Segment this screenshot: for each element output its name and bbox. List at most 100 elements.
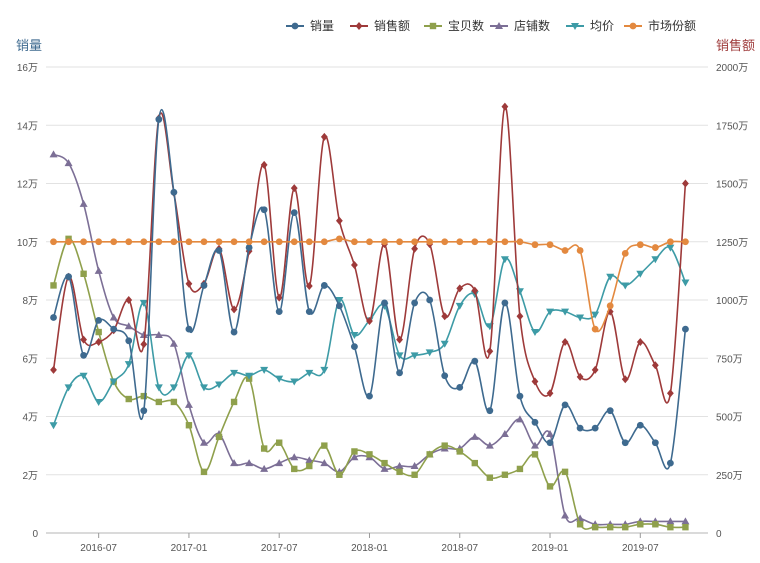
left-tick-label: 2万 (22, 471, 38, 482)
data-point (666, 238, 674, 246)
data-point (515, 415, 524, 423)
data-point (607, 523, 614, 531)
data-point (561, 511, 570, 519)
data-point (606, 407, 614, 415)
data-point (561, 401, 569, 409)
data-point (275, 308, 283, 316)
data-point (516, 312, 524, 321)
data-point (95, 337, 103, 346)
data-point (666, 517, 675, 525)
data-point (681, 279, 690, 287)
data-point (486, 474, 494, 481)
legend-item[interactable]: 均价 (566, 19, 614, 33)
data-point (561, 468, 569, 476)
legend-item[interactable]: 店铺数 (490, 18, 550, 33)
data-point (531, 377, 539, 386)
data-point (501, 102, 509, 111)
data-point (154, 330, 163, 338)
legend-item[interactable]: 销售额 (350, 18, 410, 33)
data-point (411, 244, 419, 253)
data-point (321, 442, 328, 449)
data-point (199, 438, 208, 446)
data-point (230, 305, 238, 314)
data-point (140, 340, 148, 349)
right-tick-label: 0 (716, 529, 722, 540)
data-point (170, 188, 178, 196)
data-point (531, 241, 539, 249)
data-point (561, 308, 570, 316)
legend-label: 销售额 (374, 18, 410, 33)
data-point (652, 521, 659, 528)
series-销量 (50, 109, 689, 470)
data-point (140, 407, 148, 415)
left-tick-label: 10万 (17, 238, 38, 249)
data-point (381, 299, 388, 307)
data-point (682, 238, 689, 246)
data-point (215, 433, 223, 441)
data-point (335, 216, 343, 225)
data-point (411, 299, 419, 307)
data-point (396, 335, 403, 344)
data-point (230, 238, 238, 246)
legend-item[interactable]: 宝贝数 (424, 18, 484, 33)
data-point (516, 465, 524, 473)
data-point (185, 422, 193, 429)
data-point (124, 322, 133, 330)
data-point (501, 238, 509, 246)
data-point (366, 451, 373, 458)
data-point (80, 351, 88, 359)
data-point (516, 238, 524, 246)
data-point (531, 418, 539, 426)
data-point (561, 247, 569, 254)
data-point (275, 293, 283, 302)
data-point (65, 273, 72, 281)
data-point (50, 314, 57, 321)
legend-item[interactable]: 市场份额 (624, 18, 696, 33)
data-point (50, 365, 57, 374)
data-point (591, 325, 599, 333)
data-point (410, 352, 419, 360)
data-point (245, 244, 253, 251)
left-tick-label: 16万 (17, 63, 38, 74)
data-point (591, 523, 599, 531)
axes: 0 0 2万 250万 4万 500万 6万 750万 8万 1000万 10万 1250万 12万 15… (17, 63, 748, 554)
data-point (336, 471, 343, 478)
data-point (170, 398, 178, 406)
data-point (351, 448, 358, 455)
data-point (516, 392, 524, 400)
data-point (576, 521, 584, 528)
data-point (381, 238, 388, 246)
legend[interactable]: 销量 销售额 宝贝数 店铺数 均价 市场份额 (286, 18, 696, 33)
data-point (125, 337, 133, 345)
series-宝贝数 (50, 235, 689, 531)
data-point (320, 282, 328, 289)
data-point (140, 392, 147, 400)
data-point (636, 241, 644, 249)
data-point (125, 238, 133, 246)
data-point (606, 302, 614, 310)
data-point (184, 400, 193, 408)
data-point (471, 357, 479, 365)
data-point (651, 244, 659, 251)
data-point (546, 439, 554, 447)
legend-marker (629, 22, 637, 30)
data-point (305, 308, 313, 316)
data-point (155, 398, 163, 406)
data-point (64, 384, 73, 392)
data-point (155, 238, 163, 246)
data-point (651, 361, 659, 370)
data-point (411, 471, 418, 478)
series-店铺数 (49, 150, 690, 528)
data-point (169, 339, 178, 347)
data-point (305, 282, 313, 291)
right-axis-title: 销售额 (716, 38, 755, 53)
data-point (530, 329, 539, 337)
data-point (621, 439, 629, 447)
data-point (320, 238, 328, 246)
data-point (682, 179, 689, 188)
legend-item[interactable]: 销量 (286, 19, 334, 33)
left-axis-title: 销量 (16, 38, 42, 53)
data-point (351, 343, 358, 350)
data-point (636, 421, 644, 429)
data-point (305, 238, 313, 246)
